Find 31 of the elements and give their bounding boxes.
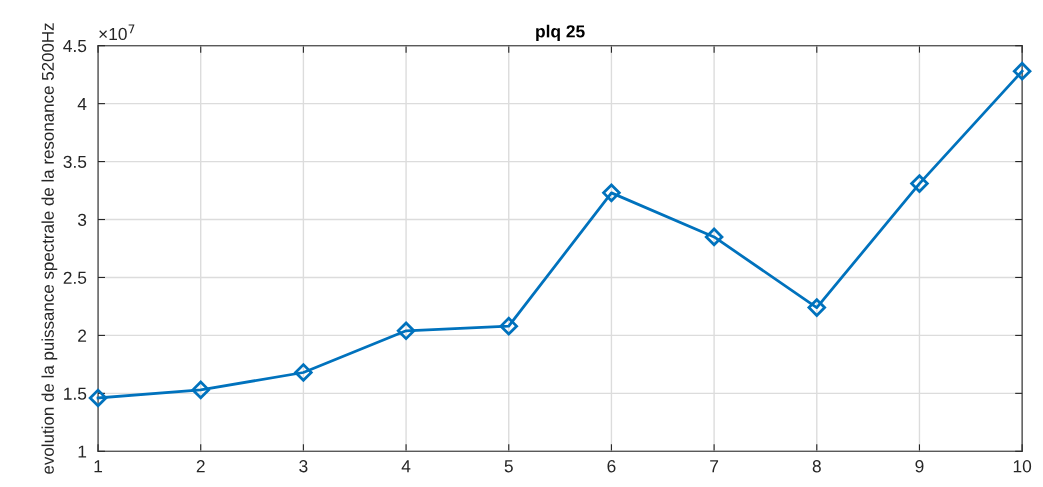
y-axis-title: evolution de la puissance spectrale de la resonance 5200Hz — [41, 23, 58, 474]
x-tick-label: 2 — [196, 460, 205, 473]
y-tick-label: 2 — [78, 329, 87, 342]
point — [704, 227, 724, 247]
point — [602, 183, 621, 203]
point — [294, 363, 313, 382]
y-tick-label: 1.5 — [64, 387, 87, 400]
x-tick-label: 3 — [299, 460, 308, 473]
x-tick-label: 7 — [710, 460, 719, 473]
x-tick-label: 10 — [1013, 460, 1032, 473]
text: ×10$^{7}$ — [99, 24, 135, 41]
y-tick-label: 3.5 — [63, 155, 87, 169]
x-tick-label: 8 — [812, 460, 821, 473]
x-tick-label: 5 — [504, 460, 513, 473]
point — [88, 388, 108, 408]
point — [910, 174, 929, 193]
y-tick-label: 1 — [78, 445, 87, 458]
point — [396, 321, 416, 341]
y-tick-label: 4.5 — [63, 40, 87, 53]
y-tick-label: 4 — [77, 97, 87, 110]
x-tick-label: 1 — [94, 460, 103, 473]
x-tick-label: 9 — [915, 460, 924, 473]
point — [191, 380, 210, 400]
point — [499, 316, 518, 336]
x-tick-label: 4 — [401, 460, 411, 473]
x-tick-label: 6 — [607, 460, 616, 473]
point — [807, 298, 827, 317]
y-tick-label: 2.5 — [63, 271, 87, 284]
point — [1012, 61, 1032, 81]
y-tick-label: 3 — [77, 213, 87, 226]
chart-title: plq 25 — [536, 24, 585, 41]
